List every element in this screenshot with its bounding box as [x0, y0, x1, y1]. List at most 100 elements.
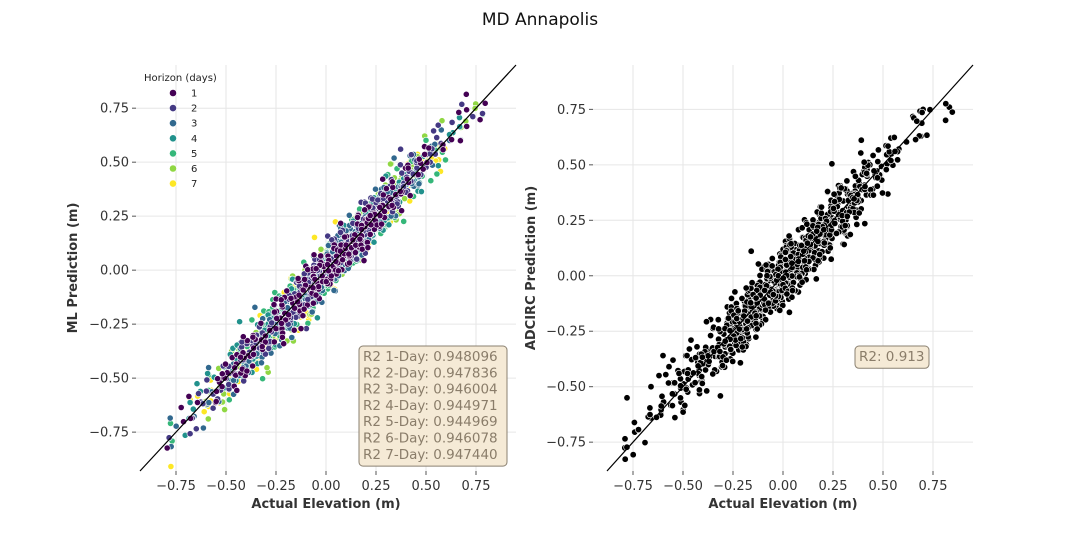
scatter-point — [701, 366, 709, 374]
scatter-point-horizon-1 — [463, 123, 471, 130]
right-scatter-points — [621, 100, 956, 463]
scatter-point-horizon-3 — [372, 185, 379, 193]
left-y-ticks: −0.75 −0.50 −0.25 0.00 0.25 0.50 0.75 — [89, 102, 136, 441]
scatter-point-horizon-1 — [404, 164, 412, 172]
scatter-point-horizon-2 — [397, 145, 404, 153]
scatter-point — [752, 312, 760, 320]
scatter-point-horizon-1 — [448, 136, 455, 143]
scatter-point — [829, 204, 837, 212]
scatter-point-horizon-1 — [271, 308, 278, 316]
scatter-point-horizon-1 — [481, 99, 489, 107]
scatter-point — [768, 255, 776, 263]
scatter-point-horizon-3 — [330, 286, 338, 294]
r2-box-line: R2 2-Day: 0.947836 — [363, 365, 498, 381]
right-r2-box: R2: 0.913 — [854, 345, 930, 369]
legend-marker-1 — [169, 89, 177, 97]
scatter-point-horizon-3 — [205, 364, 212, 371]
r2-box-background — [358, 345, 508, 467]
scatter-point-horizon-1 — [287, 294, 295, 302]
scatter-point — [683, 369, 691, 377]
scatter-point-horizon-1 — [406, 192, 414, 199]
scatter-point-horizon-1 — [332, 258, 340, 265]
x-tick-label: −0.50 — [663, 479, 703, 494]
scatter-point — [788, 287, 796, 295]
scatter-point-horizon-1 — [462, 90, 470, 98]
x-tick-label: −0.50 — [206, 479, 246, 494]
scatter-point-horizon-1 — [345, 250, 353, 258]
scatter-point — [762, 261, 770, 269]
scatter-point — [843, 177, 851, 185]
scatter-point — [702, 318, 710, 326]
scatter-point — [824, 188, 832, 196]
scatter-point-horizon-3 — [172, 422, 180, 430]
scatter-point-horizon-1 — [388, 178, 396, 186]
scatter-point — [802, 266, 810, 274]
scatter-point-horizon-4 — [417, 188, 425, 195]
x-tick-label: −0.25 — [713, 479, 753, 494]
scatter-point-horizon-1 — [315, 283, 322, 291]
scatter-point — [736, 359, 744, 367]
scatter-point — [737, 335, 745, 343]
scatter-point-horizon-1 — [387, 195, 394, 203]
y-tick-label: 0.75 — [100, 102, 129, 117]
horizon-legend: Horizon (days) 1 2 3 4 5 6 7 — [144, 73, 217, 190]
scatter-point-horizon-1 — [250, 350, 257, 358]
scatter-point — [742, 284, 750, 292]
scatter-point-horizon-1 — [341, 233, 348, 241]
scatter-point — [743, 317, 751, 325]
scatter-point-horizon-1 — [415, 155, 423, 163]
legend-label-7: 7 — [191, 179, 197, 190]
legend-marker-4 — [169, 134, 177, 143]
scatter-point — [747, 247, 755, 255]
scatter-point-horizon-2 — [165, 434, 173, 442]
x-tick-label: 0.75 — [919, 479, 948, 494]
scatter-point — [646, 404, 654, 412]
scatter-point-horizon-2 — [209, 404, 217, 412]
scatter-point-horizon-2 — [434, 121, 442, 129]
scatter-point-horizon-4 — [236, 318, 243, 326]
scatter-point-horizon-1 — [366, 230, 374, 238]
legend-marker-6 — [169, 164, 177, 173]
scatter-point-horizon-1 — [378, 220, 385, 228]
scatter-point — [722, 356, 730, 364]
x-tick-label: −0.25 — [256, 479, 296, 494]
scatter-point-horizon-1 — [361, 206, 369, 214]
scatter-point-horizon-3 — [166, 414, 174, 422]
scatter-point — [861, 220, 869, 228]
r2-box-line: R2 5-Day: 0.944969 — [363, 414, 498, 430]
scatter-point — [828, 160, 836, 168]
scatter-point-horizon-2 — [396, 161, 404, 169]
scatter-point — [738, 343, 746, 351]
scatter-point-horizon-2 — [433, 134, 441, 141]
scatter-point — [795, 273, 803, 281]
scatter-point-horizon-1 — [354, 213, 361, 221]
scatter-point-horizon-1 — [277, 296, 285, 304]
scatter-point-horizon-2 — [186, 430, 194, 438]
scatter-point — [724, 314, 732, 322]
scatter-point-horizon-1 — [358, 245, 366, 253]
scatter-point-horizon-4 — [193, 380, 201, 388]
r2-box-line: R2 6-Day: 0.946078 — [363, 431, 498, 447]
scatter-point — [814, 238, 822, 246]
right-x-ticks: −0.75 −0.50 −0.25 0.00 0.25 0.50 0.75 — [613, 471, 947, 494]
scatter-point-horizon-1 — [297, 325, 305, 332]
scatter-point — [837, 184, 845, 192]
scatter-point — [884, 142, 892, 150]
scatter-point — [806, 233, 814, 241]
scatter-point-horizon-1 — [278, 319, 285, 327]
scatter-point-horizon-2 — [192, 425, 200, 433]
y-tick-label: 0.25 — [100, 210, 129, 225]
scatter-point-horizon-6 — [263, 364, 271, 372]
scatter-point — [735, 325, 743, 333]
scatter-point — [691, 379, 699, 387]
scatter-point-horizon-1 — [300, 305, 308, 313]
scatter-point-horizon-1 — [301, 275, 308, 283]
scatter-point — [683, 352, 691, 360]
scatter-point-horizon-1 — [388, 201, 396, 209]
scatter-point — [709, 370, 717, 378]
scatter-point — [630, 418, 638, 426]
scatter-point-horizon-2 — [268, 319, 276, 327]
scatter-point-horizon-1 — [299, 312, 307, 320]
scatter-point — [863, 169, 871, 177]
